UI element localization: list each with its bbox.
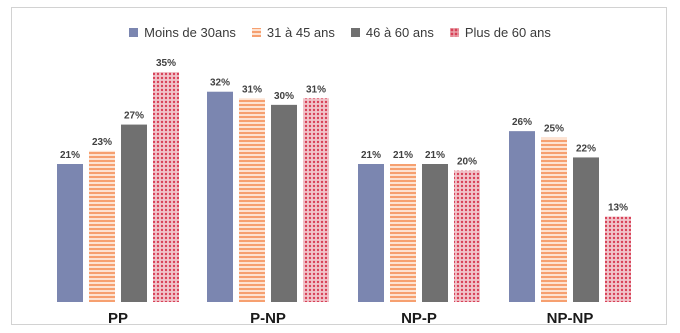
legend-swatch [350,27,360,37]
bar-np-np-series-3 [573,157,599,302]
bar-np-np-series-2 [541,137,567,302]
category-label-p-np: P-NP [250,310,286,327]
data-label: 30% [274,91,294,102]
bar-pp-series-2 [89,150,115,302]
data-label: 27% [124,111,144,122]
data-label: 23% [92,137,112,148]
legend-item-plus-de-60-ans: Plus de 60 ans [449,24,551,40]
data-label: 35% [156,58,176,69]
bar-np-np-series-1 [509,131,535,302]
legend-item-31-a-45-ans: 31 à 45 ans [251,24,335,40]
bar-pp-series-1 [57,164,83,302]
bar-np-p-series-4 [454,170,480,302]
category-label-np-np: NP-NP [547,310,594,327]
data-label: 25% [544,124,564,135]
legend: Moins de 30ans 31 à 45 ans 46 à 60 ans P… [0,24,680,40]
bar-np-p-series-2 [390,164,416,302]
data-label: 31% [306,84,326,95]
data-label: 32% [210,78,230,89]
data-label: 13% [608,203,628,214]
data-label: 21% [393,150,413,161]
data-label: 21% [361,150,381,161]
legend-item-moins-de-30ans: Moins de 30ans [129,25,236,40]
data-label: 31% [242,84,262,95]
bar-np-np-series-4 [605,216,631,302]
bar-p-np-series-3 [271,104,297,302]
legend-swatch [129,27,139,37]
category-label-np-p: NP-P [401,310,437,327]
data-label: 22% [576,143,596,154]
legend-swatch [449,27,459,37]
bar-pp-series-4 [153,72,179,302]
legend-label: Moins de 30ans [144,24,236,40]
data-label: 20% [457,157,477,168]
bar-p-np-series-1 [207,91,233,302]
legend-label: 31 à 45 ans [266,24,335,40]
bar-p-np-series-2 [239,98,265,303]
legend-swatch [251,27,261,37]
legend-item-46-a-60-ans: 46 à 60 ans [350,24,434,40]
legend-label: Plus de 60 ans [464,24,551,40]
category-label-pp: PP [108,310,128,327]
legend-label: 46 à 60 ans [365,24,434,40]
data-label: 26% [512,117,532,128]
data-label: 21% [425,150,445,161]
bar-pp-series-3 [121,124,147,302]
data-label: 21% [60,150,80,161]
bar-np-p-series-1 [358,164,384,302]
bar-np-p-series-3 [422,164,448,302]
bar-p-np-series-4 [303,98,329,303]
